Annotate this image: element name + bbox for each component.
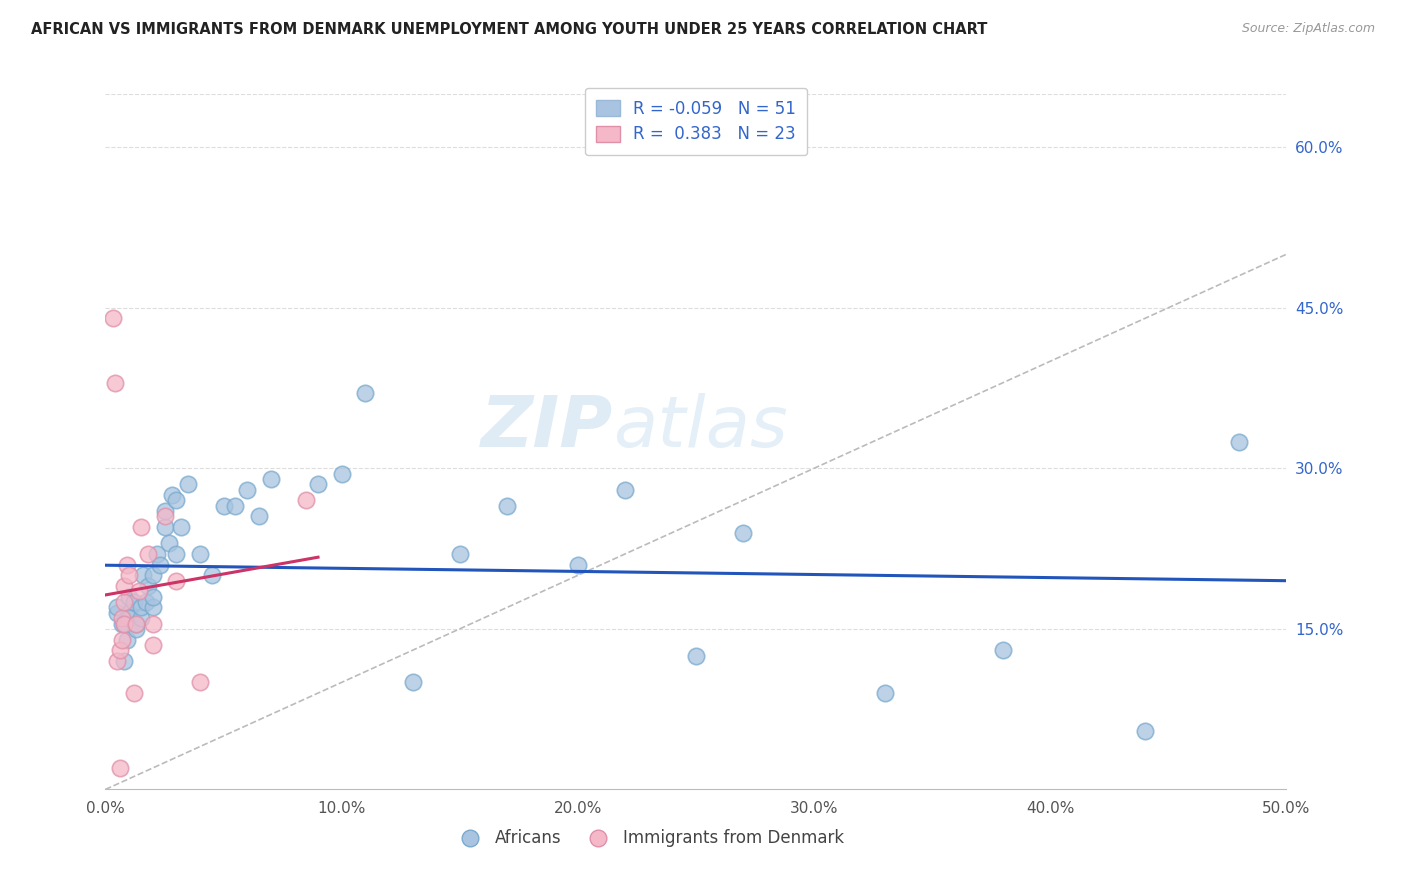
Point — [118, 611, 141, 625]
Point — [160, 488, 183, 502]
Point — [136, 547, 159, 561]
Point — [153, 504, 176, 518]
Point — [1227, 434, 1250, 449]
Point — [567, 558, 589, 572]
Point — [685, 648, 707, 663]
Point — [307, 477, 329, 491]
Point — [111, 611, 134, 625]
Point — [330, 467, 353, 481]
Point — [201, 568, 224, 582]
Point — [125, 616, 148, 631]
Point — [188, 675, 211, 690]
Point — [449, 547, 471, 561]
Point — [142, 638, 165, 652]
Point — [354, 386, 377, 401]
Point — [112, 579, 135, 593]
Point — [149, 558, 172, 572]
Point — [104, 376, 127, 390]
Point — [136, 579, 159, 593]
Point — [135, 595, 157, 609]
Text: atlas: atlas — [613, 393, 787, 462]
Point — [118, 568, 141, 582]
Point — [112, 595, 135, 609]
Point — [128, 584, 150, 599]
Point — [188, 547, 211, 561]
Point — [247, 509, 270, 524]
Point — [733, 525, 755, 540]
Point — [142, 600, 165, 615]
Point — [112, 616, 135, 631]
Point — [105, 606, 128, 620]
Point — [170, 520, 193, 534]
Point — [112, 616, 135, 631]
Point — [129, 520, 152, 534]
Point — [165, 574, 187, 588]
Point — [212, 499, 235, 513]
Point — [496, 499, 519, 513]
Point — [122, 595, 145, 609]
Point — [224, 499, 246, 513]
Point — [105, 600, 128, 615]
Point — [295, 493, 318, 508]
Point — [142, 590, 165, 604]
Point — [118, 606, 141, 620]
Text: Source: ZipAtlas.com: Source: ZipAtlas.com — [1241, 22, 1375, 36]
Point — [260, 472, 283, 486]
Point — [101, 311, 124, 326]
Point — [132, 568, 155, 582]
Point — [125, 622, 148, 636]
Point — [1133, 723, 1156, 738]
Point — [236, 483, 259, 497]
Text: ZIP: ZIP — [481, 393, 613, 462]
Point — [165, 493, 187, 508]
Point — [165, 547, 187, 561]
Point — [129, 611, 152, 625]
Point — [401, 675, 423, 690]
Point — [142, 616, 165, 631]
Point — [118, 590, 141, 604]
Point — [614, 483, 637, 497]
Point — [115, 558, 138, 572]
Legend: Africans, Immigrants from Denmark: Africans, Immigrants from Denmark — [447, 822, 851, 855]
Point — [108, 761, 131, 775]
Point — [111, 632, 134, 647]
Point — [122, 686, 145, 700]
Point — [111, 616, 134, 631]
Point — [153, 509, 176, 524]
Point — [177, 477, 200, 491]
Point — [157, 536, 180, 550]
Point — [991, 643, 1014, 657]
Point — [146, 547, 169, 561]
Point — [129, 600, 152, 615]
Point — [153, 520, 176, 534]
Point — [125, 616, 148, 631]
Point — [112, 654, 135, 668]
Point — [115, 632, 138, 647]
Point — [108, 643, 131, 657]
Point — [873, 686, 896, 700]
Point — [105, 654, 128, 668]
Text: AFRICAN VS IMMIGRANTS FROM DENMARK UNEMPLOYMENT AMONG YOUTH UNDER 25 YEARS CORRE: AFRICAN VS IMMIGRANTS FROM DENMARK UNEMP… — [31, 22, 987, 37]
Point — [142, 568, 165, 582]
